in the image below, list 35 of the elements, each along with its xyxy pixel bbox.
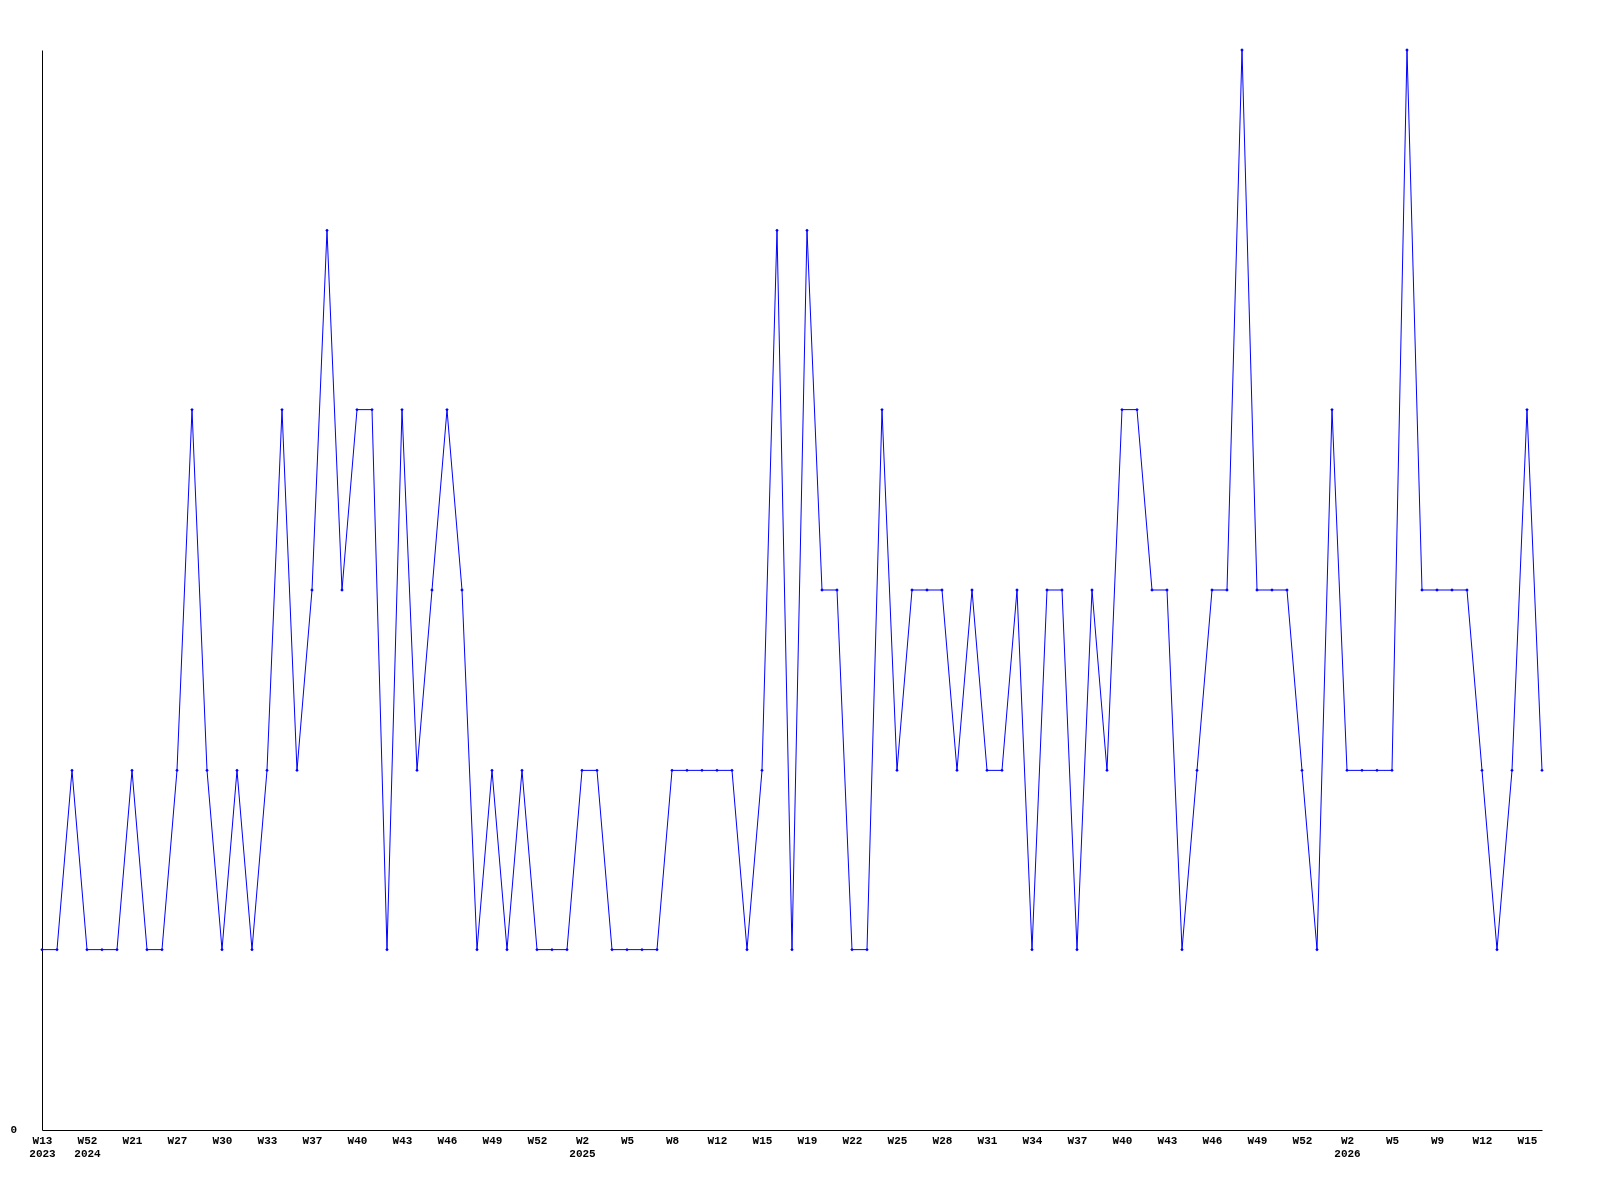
x-tick-label: W46 (1202, 1134, 1223, 1147)
x-tick-label: W46 (437, 1134, 458, 1147)
x-tick-label: W5 (1385, 1134, 1400, 1147)
x-tick-label: W22 (842, 1134, 863, 1147)
x-tick-label: W8 (665, 1134, 680, 1147)
x-tick-label: W30 (212, 1134, 233, 1147)
x-tick-label: W40 (1112, 1134, 1133, 1147)
x-tick-label: W37 (1067, 1134, 1088, 1147)
x-tick-label: W2 2025 (569, 1134, 597, 1160)
x-tick-label: W31 (977, 1134, 998, 1147)
x-tick-label: W15 (752, 1134, 773, 1147)
x-tick-label: W2 2026 (1334, 1134, 1361, 1160)
x-tick-label: W15 (1517, 1134, 1538, 1147)
x-tick-label: W34 (1022, 1134, 1043, 1147)
x-tick-label: W52 2024 (74, 1134, 102, 1160)
x-tick-label: W9 (1430, 1134, 1445, 1147)
x-tick-label: W13 2023 (29, 1134, 57, 1160)
x-tick-label: W12 (1472, 1134, 1493, 1147)
x-tick-label: W49 (1247, 1134, 1268, 1147)
text: 0 (10, 1124, 17, 1136)
x-tick-label: W40 (347, 1134, 368, 1147)
x-tick-label: W12 (707, 1134, 728, 1147)
x-tick-label: W27 (167, 1134, 188, 1147)
x-tick-label: W25 (887, 1134, 908, 1147)
x-tick-label: W43 (392, 1134, 413, 1147)
x-tick-label: W5 (620, 1134, 635, 1147)
x-tick-label: W43 (1157, 1134, 1178, 1147)
x-tick-label: W49 (482, 1134, 503, 1147)
x-tick-label: W52 (527, 1134, 548, 1147)
x-tick-label: W37 (302, 1134, 323, 1147)
x-tick-label: W33 (257, 1134, 278, 1147)
x-tick-label: W19 (797, 1134, 818, 1147)
x-tick-label: W21 (122, 1134, 143, 1147)
x-tick-label: W52 (1292, 1134, 1313, 1147)
x-tick-label: W28 (932, 1134, 953, 1147)
